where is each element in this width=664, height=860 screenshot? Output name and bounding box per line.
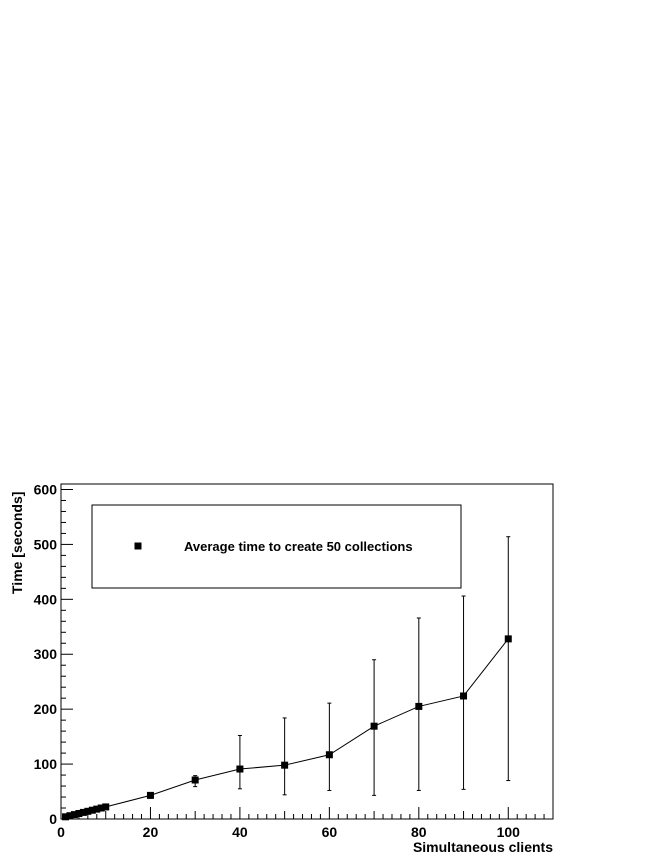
- data-point: [61, 813, 69, 821]
- data-point: [415, 702, 423, 710]
- data-point: [97, 804, 105, 812]
- x-tick-label: 40: [232, 824, 248, 840]
- y-tick-label: 500: [34, 536, 58, 552]
- data-point: [325, 751, 333, 759]
- data-point: [75, 810, 83, 818]
- x-tick-label: 0: [57, 824, 65, 840]
- legend-label: Average time to create 50 collections: [184, 539, 413, 554]
- y-tick-label: 400: [34, 591, 58, 607]
- data-point: [460, 692, 468, 700]
- data-point: [146, 791, 154, 799]
- y-tick-label: 600: [34, 481, 58, 497]
- data-point: [93, 805, 101, 813]
- legend-box: [91, 504, 462, 589]
- data-point: [66, 812, 74, 820]
- y-tick-label: 0: [49, 811, 57, 827]
- x-axis-title: Simultaneous clients: [413, 839, 553, 855]
- data-point: [191, 776, 199, 784]
- y-tick-label: 200: [34, 701, 58, 717]
- y-tick-label: 100: [34, 756, 58, 772]
- series-line: [65, 638, 509, 818]
- x-tick-label: 20: [143, 824, 159, 840]
- data-point: [504, 635, 512, 643]
- series-lines: [65, 638, 509, 818]
- data-point: [84, 807, 92, 815]
- data-point: [70, 811, 78, 819]
- x-tick-label: 80: [411, 824, 427, 840]
- x-tick-label: 60: [322, 824, 338, 840]
- plot-frame: [60, 483, 554, 820]
- data-point: [281, 761, 289, 769]
- data-point: [236, 765, 244, 773]
- data-point: [370, 722, 378, 730]
- legend-marker: [134, 542, 142, 550]
- data-markers: [61, 635, 512, 821]
- x-tick-label: 100: [497, 824, 521, 840]
- x-axis: 0 20 40 60 80 100: [57, 807, 554, 840]
- data-point: [102, 803, 110, 811]
- y-tick-label: 300: [34, 646, 58, 662]
- legend: Average time to create 50 collections: [91, 504, 462, 589]
- y-axis-title: Time [seconds]: [9, 492, 25, 594]
- data-point: [88, 806, 96, 814]
- y-axis: 0 100 200 300 400 500 600: [34, 481, 73, 827]
- data-point: [79, 808, 87, 816]
